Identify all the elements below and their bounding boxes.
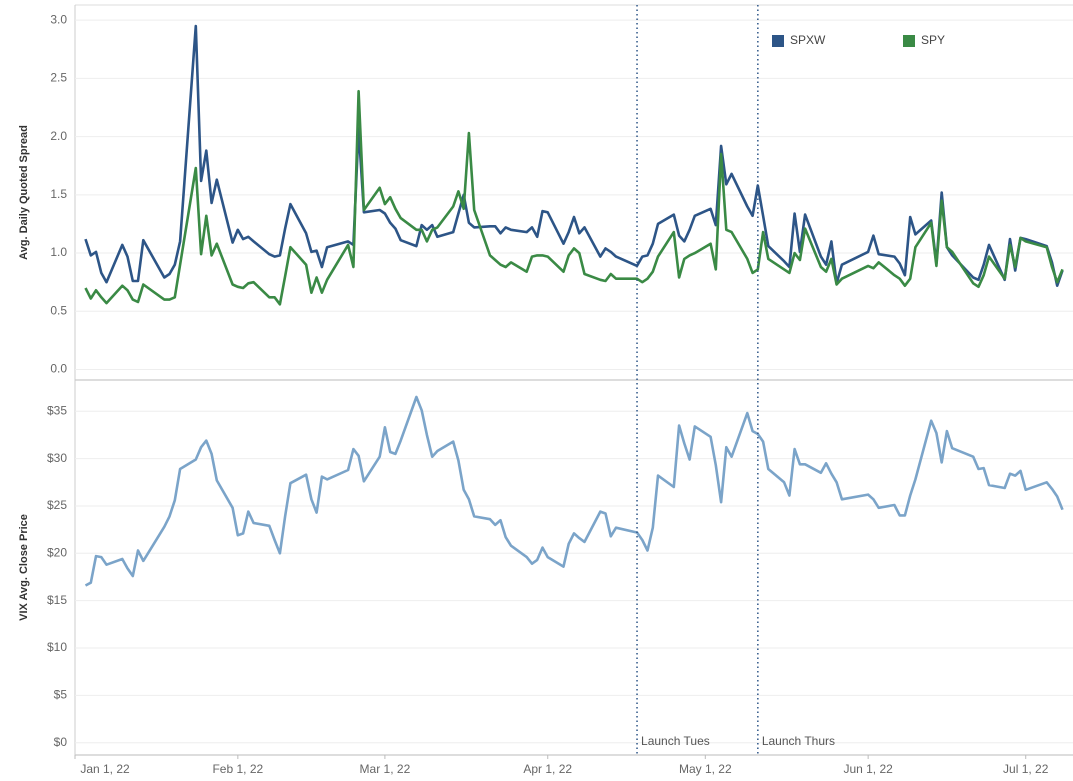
y-tick-label: $0 <box>54 735 68 749</box>
x-tick-label: May 1, 22 <box>679 762 732 776</box>
y-tick-label: 2.0 <box>50 129 67 143</box>
y-tick-label: $30 <box>47 451 67 465</box>
y-tick-label: 0.5 <box>50 303 67 317</box>
line-series <box>84 24 1064 288</box>
y-tick-label: 1.5 <box>50 187 67 201</box>
y-tick-label: 3.0 <box>50 12 67 26</box>
line-series <box>84 395 1064 587</box>
y-tick-label: $10 <box>47 640 67 654</box>
x-tick-label: Jul 1, 22 <box>1003 762 1049 776</box>
y-tick-label: 1.0 <box>50 245 67 259</box>
legend-swatch <box>772 35 784 47</box>
legend-label: SPY <box>921 33 945 47</box>
x-tick-label: Jun 1, 22 <box>843 762 893 776</box>
y-tick-label: 2.5 <box>50 71 67 85</box>
y-axis-title: Avg. Daily Quoted Spread <box>18 125 30 260</box>
x-tick-label: Mar 1, 22 <box>360 762 411 776</box>
y-tick-label: $35 <box>47 403 67 417</box>
annotation-label: Launch Tues <box>641 734 710 748</box>
y-tick-label: $20 <box>47 545 67 559</box>
legend-swatch <box>903 35 915 47</box>
y-tick-label: $25 <box>47 498 67 512</box>
legend-label: SPXW <box>790 33 826 47</box>
x-tick-label: Apr 1, 22 <box>523 762 572 776</box>
x-tick-label: Feb 1, 22 <box>212 762 263 776</box>
y-axis-title: VIX Avg. Close Price <box>18 514 30 621</box>
line-series <box>84 89 1064 306</box>
y-tick-label: 0.0 <box>50 362 67 376</box>
x-tick-label: Jan 1, 22 <box>80 762 130 776</box>
y-tick-label: $15 <box>47 593 67 607</box>
y-tick-label: $5 <box>54 688 68 702</box>
annotation-label: Launch Thurs <box>762 734 835 748</box>
